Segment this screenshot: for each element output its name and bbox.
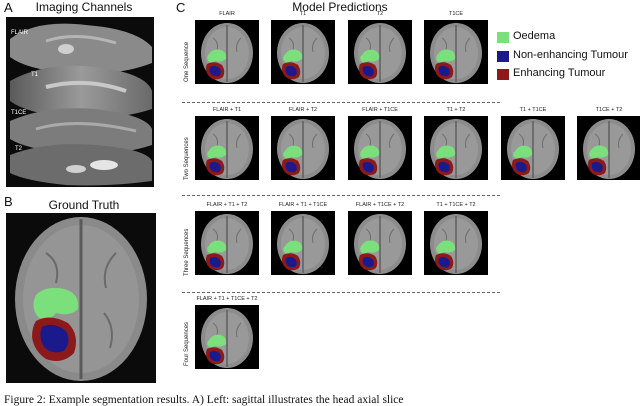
prediction-tile: [271, 20, 335, 84]
prediction-label: FLAIR + T1: [212, 107, 242, 113]
panel-c-title: Model Predictions: [292, 0, 388, 14]
row-label-one-sequence: One Sequence: [184, 41, 190, 82]
prediction-label: FLAIR + T1 + T1CE + T2: [196, 296, 258, 302]
legend-label-oedema: Oedema: [513, 30, 556, 42]
prediction-tile: [195, 20, 259, 84]
row-separator-3: [182, 292, 500, 293]
legend-swatch-enhancing: [497, 69, 509, 80]
prediction-label: T1 + T2: [446, 107, 466, 113]
prediction-label: FLAIR + T1 + T1CE: [278, 202, 328, 208]
panel-b-letter: B: [4, 194, 13, 209]
ground-truth-image: [6, 213, 156, 383]
prediction-label: FLAIR + T1 + T2: [206, 202, 248, 208]
t1ce-slice: [10, 108, 152, 154]
prediction-tile: [195, 305, 259, 369]
t1-slice: [10, 65, 152, 118]
legend-swatch-oedema: [497, 32, 509, 43]
prediction-label: FLAIR + T1CE: [362, 107, 398, 113]
prediction-label: T1 + T1CE: [519, 107, 547, 113]
prediction-label: FLAIR + T1CE + T2: [355, 202, 405, 208]
prediction-tile: [348, 116, 412, 180]
row-label-two-sequences: Two Sequences: [184, 137, 190, 180]
channel-label-t1: T1: [31, 72, 39, 78]
prediction-tile: [577, 116, 640, 180]
prediction-label: T1: [299, 11, 307, 17]
prediction-label: T1CE: [448, 11, 464, 17]
panel-a-letter: A: [4, 0, 13, 15]
flair-slice: [10, 23, 152, 74]
panel-a-title: Imaging Channels: [35, 0, 133, 14]
row-separator-2: [182, 195, 500, 196]
channel-label-t1ce: T1CE: [11, 110, 27, 116]
legend-label-non-enhancing: Non-enhancing Tumour: [513, 49, 628, 61]
channel-label-flair: FLAIR: [11, 30, 29, 36]
prediction-tile: [424, 20, 488, 84]
row-label-three-sequences: Three Sequences: [184, 228, 190, 276]
prediction-tile: [348, 20, 412, 84]
legend-swatch-non-enhancing: [497, 51, 509, 62]
prediction-label: T2: [376, 11, 384, 17]
imaging-channels-image: [6, 17, 154, 187]
prediction-tile: [424, 211, 488, 275]
row-label-four-sequences: Four Sequences: [184, 321, 190, 366]
prediction-tile: [271, 211, 335, 275]
prediction-tile: [195, 116, 259, 180]
legend-label-enhancing: Enhancing Tumour: [513, 67, 606, 79]
panel-b-title: Ground Truth: [48, 198, 120, 212]
prediction-tile: [348, 211, 412, 275]
row-separator-1: [182, 102, 500, 103]
prediction-tile: [424, 116, 488, 180]
channel-label-t2: T2: [15, 146, 23, 152]
prediction-tile: [195, 211, 259, 275]
figure-caption: Figure 2: Example segmentation results. …: [4, 394, 404, 406]
prediction-label: T1CE + T2: [595, 107, 623, 113]
prediction-tile: [271, 116, 335, 180]
panel-c-letter: C: [176, 0, 186, 15]
prediction-label: T1 + T1CE + T2: [436, 202, 476, 208]
prediction-label: FLAIR: [219, 11, 235, 17]
prediction-tile: [501, 116, 565, 180]
prediction-label: FLAIR + T2: [288, 107, 318, 113]
t2-slice: [10, 144, 152, 186]
